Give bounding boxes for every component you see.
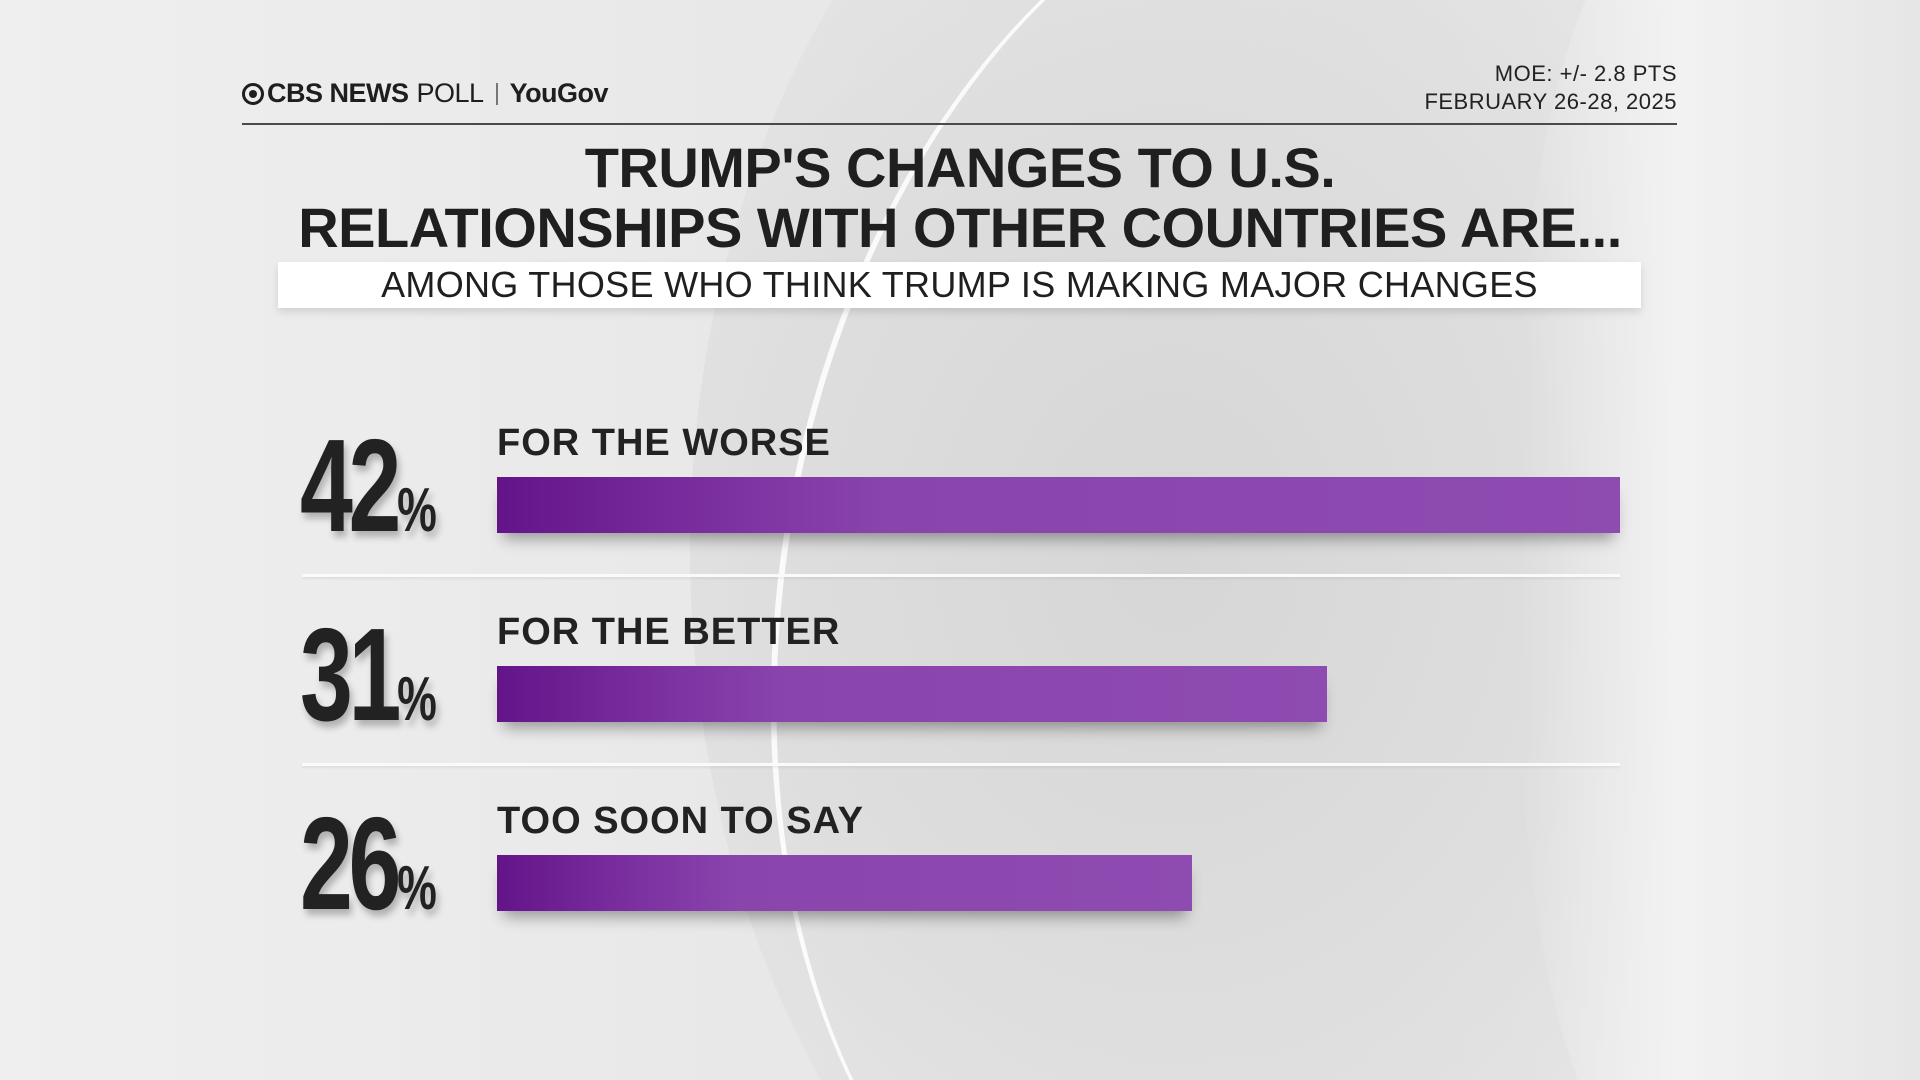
result-row: 31% FOR THE BETTER [0, 609, 1920, 759]
chart-title: TRUMP'S CHANGES TO U.S. RELATIONSHIPS WI… [0, 138, 1920, 258]
result-percent: 31% [300, 601, 437, 748]
result-label: FOR THE WORSE [497, 422, 831, 464]
cbs-eye-icon [242, 82, 264, 105]
header: CBS NEWS POLL YouGov MOE: +/- 2.8 PTS FE… [242, 61, 1677, 124]
poll-dates: FEBRUARY 26-28, 2025 [1424, 89, 1677, 114]
result-percent: 42% [300, 412, 437, 559]
margin-of-error: MOE: +/- 2.8 PTS [1494, 61, 1677, 86]
cbs-news-poll-logo: CBS NEWS POLL YouGov [242, 78, 609, 109]
result-bar [497, 666, 1327, 722]
result-row: 42% FOR THE WORSE [0, 420, 1920, 570]
brand-yougov: YouGov [509, 78, 609, 108]
poll-meta: MOE: +/- 2.8 PTS FEBRUARY 26-28, 2025 [1424, 60, 1677, 116]
result-label: TOO SOON TO SAY [497, 800, 864, 842]
title-line-2: RELATIONSHIPS WITH OTHER COUNTRIES ARE..… [298, 196, 1622, 259]
row-divider [302, 574, 1620, 577]
chart-subtitle: AMONG THOSE WHO THINK TRUMP IS MAKING MA… [278, 262, 1641, 308]
logo-separator [495, 82, 498, 105]
result-percent: 26% [300, 790, 437, 937]
result-label: FOR THE BETTER [497, 611, 841, 653]
result-row: 26% TOO SOON TO SAY [0, 798, 1920, 948]
row-divider [302, 763, 1620, 766]
brand-poll: POLL [416, 78, 485, 108]
header-rule [242, 123, 1677, 125]
result-bar [497, 477, 1620, 533]
brand-cbs: CBS NEWS [267, 78, 409, 108]
result-bar [497, 855, 1192, 911]
title-line-1: TRUMP'S CHANGES TO U.S. [584, 136, 1336, 199]
